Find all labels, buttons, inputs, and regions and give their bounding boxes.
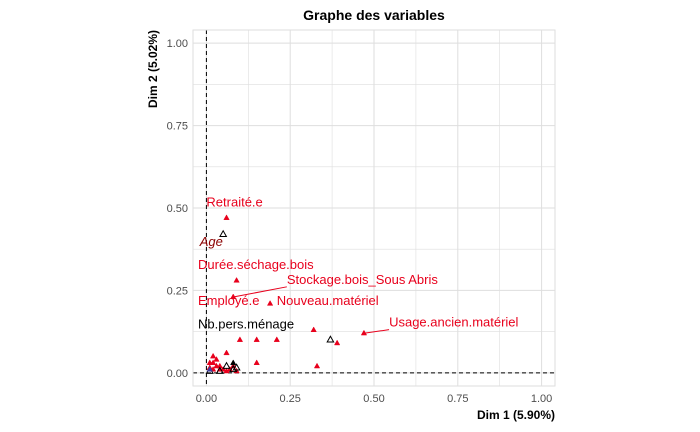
variable-label: Stockage.bois_Sous Abris: [287, 272, 439, 287]
data-points: [205, 214, 368, 374]
data-point: [213, 356, 220, 362]
data-point: [209, 352, 217, 359]
data-point: [213, 362, 220, 369]
x-tick-label: 1.00: [531, 393, 552, 405]
data-point: [233, 277, 240, 283]
x-axis-title: Dim 1 (5.90%): [477, 408, 555, 422]
variable-label: Age: [199, 234, 223, 249]
data-point: [273, 336, 280, 342]
data-point: [206, 366, 213, 372]
gridlines: [193, 30, 555, 386]
y-tick-label: 0.00: [167, 368, 188, 380]
data-point: [223, 349, 230, 356]
variable-label: Retraité.e: [206, 194, 262, 209]
y-tick-label: 1.00: [167, 38, 188, 50]
y-tick-label: 0.25: [167, 285, 188, 297]
variable-label: Nouveau.matériel: [277, 293, 379, 308]
x-tick-label: 0.75: [447, 393, 468, 405]
x-tick-label: 0.50: [363, 393, 384, 405]
variable-label: Employé.e: [198, 293, 259, 308]
chart-title: Graphe des variables: [303, 7, 445, 23]
data-point: [360, 329, 368, 336]
label-leader-lines: [233, 286, 390, 334]
data-point: [215, 366, 224, 374]
data-point: [232, 363, 241, 371]
label-leader-line: [363, 329, 390, 334]
data-point: [222, 361, 231, 369]
data-point: [209, 359, 217, 365]
y-tick-label: 0.50: [167, 203, 188, 215]
data-point: [230, 359, 237, 365]
variable-labels: Retraité.e Age Durée.séchage.boisStockage.…: [198, 194, 519, 331]
data-point: [223, 214, 230, 220]
x-tick-label: 0.00: [196, 393, 217, 405]
data-point: [253, 336, 260, 342]
data-point: [266, 300, 274, 306]
data-point: [223, 367, 230, 374]
x-tick-label: 0.25: [279, 393, 300, 405]
data-point: [313, 362, 321, 369]
data-point: [326, 335, 335, 343]
data-point: [253, 359, 260, 365]
y-axis-title: Dim 2 (5.02%): [146, 30, 160, 108]
data-point: [229, 364, 238, 373]
reference-lines: [193, 30, 555, 386]
label-leader-line: [233, 286, 287, 298]
panel-border: [192, 29, 556, 387]
data-point: [334, 339, 341, 346]
data-point: [236, 336, 244, 342]
y-tick-label: 0.75: [167, 121, 188, 133]
data-point: [230, 293, 237, 300]
variable-label: Durée.séchage.bois: [198, 257, 314, 272]
data-point: [219, 229, 228, 238]
tick-labels: 0.00 0.25 0.50 0.75 1.00 0.00 0.25 0.50 0.75 1.00: [167, 38, 553, 405]
variable-label: Usage.ancien.matériel: [389, 315, 518, 330]
variable-label: Nb.pers.ménage: [198, 316, 294, 331]
data-point: [310, 326, 317, 333]
